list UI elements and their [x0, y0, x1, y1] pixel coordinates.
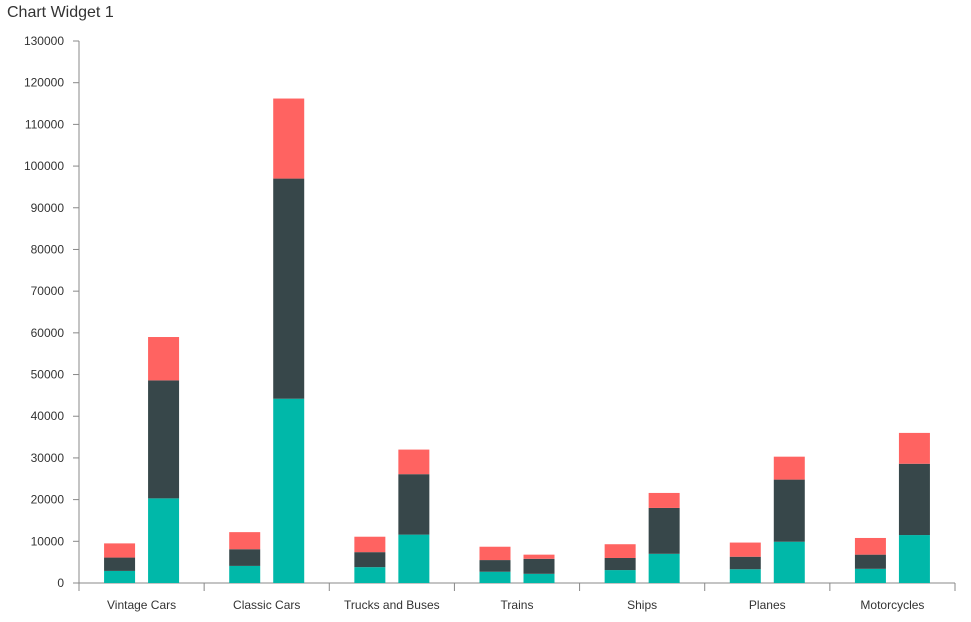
y-tick-label: 30000: [31, 451, 65, 465]
bar-segment-top: [898, 432, 930, 464]
bar-segment-bottom: [773, 541, 805, 583]
y-tick-label: 80000: [31, 242, 65, 256]
bar-segment-top: [604, 544, 636, 558]
bar-segment-top: [479, 546, 511, 561]
bar-segment-middle: [898, 463, 930, 536]
bar-segment-middle: [523, 558, 555, 574]
x-tick-label: Classic Cars: [233, 598, 300, 612]
y-tick-label: 130000: [24, 34, 64, 48]
bar-segment-bottom: [398, 534, 430, 583]
bar-segment-middle: [229, 549, 261, 566]
y-tick-label: 70000: [31, 284, 65, 298]
bar-segment-top: [773, 456, 805, 480]
y-tick-label: 20000: [31, 493, 65, 507]
bar-segment-bottom: [479, 571, 511, 583]
bar-segment-top: [104, 543, 136, 558]
y-tick-label: 110000: [25, 117, 64, 131]
x-axis: Vintage Cars Classic Cars Trucks and Buses…: [78, 582, 956, 612]
bar-segment-top: [523, 554, 555, 559]
x-tick-label: Vintage Cars: [107, 598, 176, 612]
bar-segment-top: [354, 536, 386, 553]
bar-segment-middle: [729, 556, 761, 570]
bar-segment-middle: [398, 474, 430, 535]
bar-segment-bottom: [104, 570, 136, 583]
bar-segment-bottom: [354, 567, 386, 583]
bar-segment-bottom: [523, 573, 555, 583]
y-tick-label: 50000: [31, 368, 65, 382]
bar-segment-top: [648, 492, 680, 508]
bar-segment-middle: [148, 380, 180, 499]
bar-segment-middle: [854, 554, 886, 569]
bar-segment-middle: [104, 557, 136, 571]
bar-segment-middle: [273, 178, 305, 399]
bar-segment-middle: [648, 507, 680, 554]
y-tick-label: 10000: [31, 534, 65, 548]
y-tick-label: 60000: [31, 326, 65, 340]
bar-segment-bottom: [604, 570, 636, 583]
widget-title: Chart Widget 1: [7, 4, 114, 21]
bar-segment-bottom: [898, 535, 930, 583]
bar-segment-middle: [773, 479, 805, 542]
bar-segment-top: [729, 542, 761, 557]
x-tick-label: Motorcycles: [860, 598, 924, 612]
x-tick-label: Ships: [627, 598, 657, 612]
bar-segment-bottom: [229, 565, 261, 583]
bar-segment-top: [398, 449, 430, 475]
bar-segment-middle: [354, 552, 386, 568]
bar-segment-bottom: [273, 398, 305, 583]
bars: [104, 98, 930, 583]
y-tick-label: 90000: [31, 201, 65, 215]
bar-segment-top: [148, 337, 180, 381]
bar-segment-bottom: [854, 568, 886, 583]
y-tick-label: 40000: [31, 409, 65, 423]
bar-segment-top: [854, 537, 886, 555]
bar-segment-top: [273, 98, 305, 179]
y-tick-label: 100000: [24, 159, 64, 173]
x-tick-label: Planes: [749, 598, 786, 612]
bar-segment-bottom: [729, 569, 761, 583]
y-tick-label: 0: [57, 576, 64, 590]
y-axis: 0 10000 20000 30000 40000 50000 60000 70000 8000…: [24, 34, 80, 590]
x-tick-label: Trucks and Buses: [344, 598, 440, 612]
bar-segment-bottom: [148, 498, 180, 583]
x-tick-label: Trains: [501, 598, 534, 612]
bar-segment-middle: [604, 557, 636, 571]
bar-segment-bottom: [648, 553, 680, 583]
bar-segment-top: [229, 532, 261, 550]
y-tick-label: 120000: [24, 76, 64, 90]
bar-segment-middle: [479, 560, 511, 572]
